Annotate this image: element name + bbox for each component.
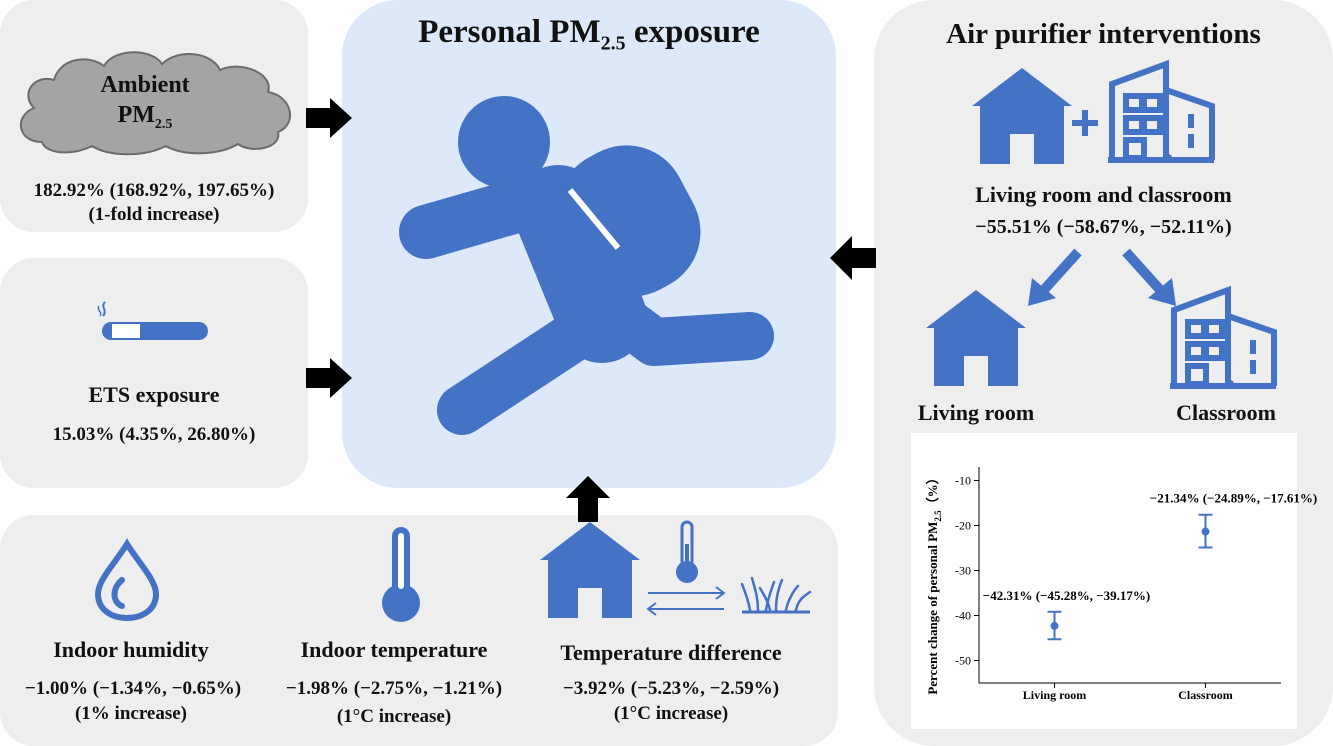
arrow-icon: [306, 358, 352, 398]
arrow-icon: [306, 98, 352, 138]
house-icon: [926, 290, 1026, 386]
humidity-label: Indoor humidity: [53, 637, 209, 662]
arrow-icon: [830, 236, 876, 280]
cigarette-icon: [97, 301, 208, 340]
combined-effect: −55.51% (−58.67%, −52.11%): [975, 216, 1232, 238]
indoor-factors-panel: [0, 515, 838, 746]
chart-y-tick-label: -40: [955, 609, 971, 623]
combined-label: Living room and classroom: [975, 182, 1232, 207]
chart-box: [911, 433, 1297, 729]
chart-y-tick-label: -10: [955, 474, 971, 488]
water-drop-icon: [94, 538, 160, 622]
house-icon: [972, 68, 1072, 164]
living-room-label: Living room: [917, 400, 1035, 425]
person-running-icon: [399, 96, 774, 435]
purifier-title: Air purifier interventions: [946, 18, 1261, 50]
temperature-label: Indoor temperature: [300, 637, 488, 662]
ambient-note: (1-fold increase): [88, 204, 220, 225]
humidity-note: (1% increase): [74, 703, 188, 724]
ets-label: ETS exposure: [88, 382, 220, 407]
temp-diff-label: Temperature difference: [560, 640, 782, 665]
cloud-icon: [19, 51, 291, 156]
temp-diff-note: (1°C increase): [613, 703, 729, 724]
ets-panel: [0, 258, 308, 488]
building-icon: [1108, 59, 1215, 163]
thermometer-icon: [382, 527, 420, 622]
temperature-note: (1°C increase): [336, 706, 452, 727]
plus-icon: [1072, 110, 1098, 136]
effect-chart: Percent change of personal PM2.5（%） -10 -…: [925, 467, 1317, 702]
chart-y-tick-label: -30: [955, 564, 971, 578]
arrow-icon: [1028, 248, 1082, 306]
chart-point: [1201, 527, 1210, 536]
house-icon: [540, 522, 640, 618]
ambient-effect: 182.92% (168.92%, 197.65%): [33, 180, 275, 201]
arrow-icon: [1122, 248, 1176, 306]
classroom-label: Classroom: [1176, 400, 1276, 425]
temperature-effect: −1.98% (−2.75%, −1.21%): [285, 678, 503, 699]
chart-ylabel: Percent change of personal PM2.5（%）: [925, 471, 943, 694]
chart-x-tick-label: Living room: [1023, 688, 1086, 702]
ambient-label: Ambient PM2.5: [100, 72, 190, 132]
ets-effect: 15.03% (4.35%, 26.80%): [52, 424, 256, 445]
center-title: Personal PM2.5 exposure: [418, 14, 760, 55]
grass-icon: [740, 576, 812, 614]
chart-data-label: −21.34% (−24.89%, −17.61%): [1150, 491, 1317, 506]
chart-point: [1050, 621, 1059, 630]
building-icon: [1170, 285, 1277, 389]
chart-data-label: −42.31% (−45.28%, −39.17%): [983, 588, 1150, 603]
arrow-icon: [566, 476, 610, 522]
exchange-arrows-icon: [646, 586, 726, 616]
chart-y-tick-label: -20: [955, 519, 971, 533]
temp-diff-effect: −3.92% (−5.23%, −2.59%): [562, 678, 780, 699]
chart-x-tick-label: Classroom: [1178, 688, 1232, 702]
thermometer-icon: [676, 520, 698, 583]
humidity-effect: −1.00% (−1.34%, −0.65%): [24, 678, 242, 699]
chart-y-tick-label: -50: [955, 654, 971, 668]
